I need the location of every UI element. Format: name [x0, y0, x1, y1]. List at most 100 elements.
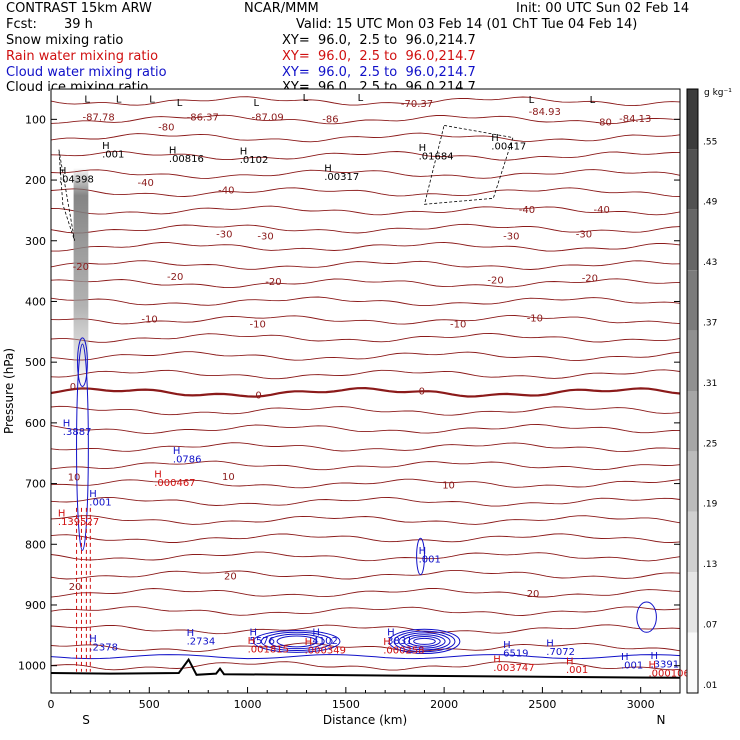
snow-contour — [58, 149, 75, 241]
high-marker: H — [169, 145, 177, 156]
isotherm-line — [51, 587, 680, 598]
cloud-water-contour — [76, 343, 89, 551]
cloud-water-contour — [408, 636, 441, 647]
isotherm-line — [51, 351, 680, 362]
cloud-water-contours — [51, 337, 680, 660]
isotherm-line — [51, 205, 680, 216]
isotherm-label: 10 — [222, 472, 235, 483]
high-marker: H — [649, 660, 657, 671]
field-xy-rain: XY= 96.0, 2.5 to 96.0,214.7 — [282, 49, 476, 64]
isotherm-label: -10 — [250, 320, 266, 331]
isotherm-line — [51, 642, 680, 653]
cloud-water-maximum-label: .0786 — [173, 454, 202, 465]
isotherm-line — [51, 260, 680, 270]
cloud-water-maximum-label: .001 — [89, 497, 111, 508]
isotherm-line — [51, 187, 680, 198]
colorbar-tick-label: .37 — [703, 319, 717, 329]
plot-labels: -80 -80 -70.37 -86 -40 -40 -40 -40 -30 -30 -30 -30 -… — [58, 93, 690, 680]
x-tick-label: 1500 — [332, 698, 360, 711]
x-tick-label: 500 — [139, 698, 160, 711]
low-marker: L — [358, 93, 364, 104]
cloud-water-contour — [260, 631, 333, 652]
cloud-water-maximum-label: 5576 — [250, 636, 275, 647]
isotherm-label: 20 — [224, 572, 237, 583]
colorbar-tick-label: .13 — [703, 560, 717, 570]
field-xy-snow: XY= 96.0, 2.5 to 96.0,214.7 — [282, 33, 476, 48]
temperature-contours — [51, 96, 680, 671]
isotherm-label: 0 — [70, 382, 76, 393]
isotherm-label: -30 — [503, 232, 519, 243]
high-marker: H — [240, 147, 248, 158]
init-time: Init: 00 UTC Sun 02 Feb 14 — [516, 1, 690, 16]
isotherm-label: -10 — [141, 315, 157, 326]
field-name-rain: Rain water mixing ratio — [6, 49, 159, 64]
isotherm-line — [51, 442, 680, 453]
colorbar-tick-label: .01 — [703, 681, 717, 691]
colorbar-swatch — [687, 89, 698, 150]
isotherm-line — [51, 296, 680, 307]
snow-maximum-label: .04398 — [59, 175, 94, 186]
center-label: NCAR/MMM — [244, 1, 319, 16]
colorbar-unit: g kg⁻¹ — [704, 88, 732, 98]
cloud-water-maximum-label: .3391 — [651, 660, 680, 671]
isotherm-line — [51, 369, 680, 380]
colorbar-swatch — [687, 149, 698, 210]
cloud-water-maximum-label: .3887 — [63, 427, 92, 438]
field-xy-cloud-water: XY= 96.0, 2.5 to 96.0,214.7 — [282, 65, 476, 80]
isotherm-line — [51, 478, 680, 489]
isotherm-label: 0 — [255, 391, 261, 402]
isotherm-label: -70.37 — [401, 99, 433, 110]
low-marker: L — [84, 94, 90, 105]
minimum-value-label: -86.37 — [187, 113, 219, 124]
high-marker: H — [187, 628, 195, 639]
snow-maximum-label: .01684 — [419, 151, 454, 162]
isotherm-line — [51, 315, 680, 325]
minimum-value-label: -84.93 — [529, 107, 561, 118]
high-marker: H — [63, 419, 71, 430]
cloud-water-contour — [51, 654, 680, 660]
isotherm-line — [51, 150, 680, 161]
colorbar-swatch — [687, 632, 698, 693]
colorbar-tick-label: .07 — [703, 621, 717, 631]
colorbar-frame — [686, 88, 699, 694]
snow-maximum-label: .0102 — [240, 155, 269, 166]
high-marker: H — [58, 508, 66, 519]
isotherm-label: -10 — [450, 320, 466, 331]
isotherm-line — [51, 496, 680, 507]
y-axis-label: Pressure (hPa) — [2, 348, 16, 434]
rain-maximum-label: .000106 — [649, 669, 690, 680]
cloud-water-contour — [413, 637, 436, 645]
high-marker: H — [503, 640, 511, 651]
colorbar-swatch — [687, 330, 698, 391]
cloud-water-contour — [398, 632, 451, 651]
rain-maximum-label: .000258 — [383, 646, 424, 657]
x-tick-label: 0 — [48, 698, 55, 711]
minimum-value-label: -84.13 — [619, 114, 651, 125]
high-marker: H — [419, 143, 427, 154]
cloud-water-contour — [276, 635, 317, 648]
y-tick-label: 100 — [25, 113, 46, 126]
colorbar-tick-label: .19 — [703, 500, 718, 510]
isotherm-label: 20 — [527, 589, 540, 600]
y-tick-label: 1000 — [18, 660, 46, 673]
colorbar-tick-label: .25 — [703, 439, 717, 449]
colorbar-tick-label: .43 — [703, 258, 717, 268]
isotherm-line — [51, 223, 680, 234]
high-marker: H — [154, 470, 162, 481]
high-marker: H — [324, 164, 332, 175]
snow-maximum-label: .00816 — [169, 154, 204, 165]
isotherm-line — [51, 96, 680, 107]
high-marker: H — [546, 638, 554, 649]
axes: 0 500 1000 1500 2000 2500 30001002003004005006… — [18, 113, 680, 711]
cloud-water-contour — [252, 629, 341, 653]
high-marker: H — [250, 627, 258, 638]
isotherm-label: 10 — [442, 480, 455, 491]
cloud-water-contour — [403, 634, 446, 649]
high-marker: H — [89, 634, 97, 645]
low-marker: L — [254, 98, 260, 109]
rain-maximum-label: .000349 — [305, 646, 346, 657]
isotherm-line — [51, 624, 680, 635]
high-marker: H — [102, 141, 110, 152]
isotherm-label: -80 — [158, 122, 174, 133]
